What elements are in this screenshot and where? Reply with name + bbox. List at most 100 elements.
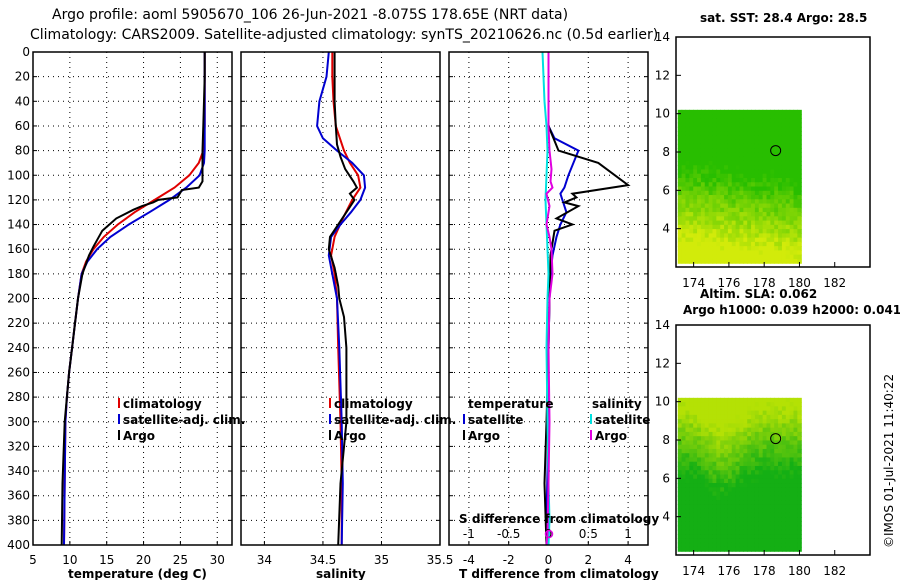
- heatmap-cell: [797, 453, 802, 459]
- heatmap-cell: [774, 402, 779, 407]
- heatmap-cell: [743, 402, 748, 407]
- heatmap-cell: [716, 546, 721, 552]
- heatmap-cell: [793, 224, 798, 230]
- heatmap-cell: [727, 237, 733, 243]
- heatmap-cell: [793, 529, 798, 535]
- heatmap-cell: [712, 118, 717, 124]
- heatmap-cell: [778, 500, 783, 505]
- heatmap-cell: [770, 216, 775, 222]
- heatmap-cell: [774, 440, 779, 446]
- heatmap-cell: [720, 427, 725, 433]
- heatmap-cell: [727, 143, 733, 149]
- heatmap-cell: [793, 246, 798, 251]
- heatmap-cell: [700, 491, 706, 497]
- heatmap-cell: [754, 478, 760, 484]
- heatmap-cell: [770, 529, 775, 535]
- heatmap-cell: [781, 444, 787, 450]
- heatmap-cell: [720, 517, 725, 522]
- heatmap-cell: [708, 220, 714, 226]
- heatmap-cell: [789, 546, 795, 552]
- heatmap-cell: [704, 224, 710, 230]
- heatmap-cell: [735, 250, 741, 256]
- heatmap-cell: [774, 135, 779, 141]
- heatmap-cell: [731, 190, 737, 196]
- heatmap-cell: [743, 156, 748, 162]
- heatmap-cell: [677, 122, 683, 128]
- heatmap-cell: [778, 241, 783, 247]
- heatmap-cell: [727, 126, 733, 132]
- heatmap-cell: [751, 143, 756, 149]
- heatmap-cell: [758, 131, 764, 136]
- heatmap-cell: [766, 114, 771, 119]
- heatmap-cell: [716, 190, 721, 196]
- heatmap-cell: [754, 483, 760, 488]
- heatmap-cell: [754, 250, 760, 256]
- heatmap-cell: [716, 478, 721, 484]
- heatmap-cell: [751, 508, 756, 514]
- heatmap-cell: [700, 448, 706, 454]
- heatmap-cell: [731, 431, 737, 437]
- heatmap-cell: [747, 436, 752, 442]
- heatmap-cell: [704, 195, 710, 200]
- heatmap-cell: [712, 478, 717, 484]
- heatmap-cell: [720, 126, 725, 132]
- heatmap-cell: [743, 508, 748, 514]
- heatmap-cell: [797, 423, 802, 429]
- heatmap-cell: [708, 410, 714, 416]
- heatmap-cell: [677, 529, 683, 535]
- heatmap-cell: [770, 118, 775, 124]
- heatmap-cell: [693, 139, 698, 145]
- heatmap-cell: [693, 122, 698, 128]
- heatmap-cell: [747, 182, 752, 188]
- heatmap-cell: [716, 491, 721, 497]
- heatmap-cell: [677, 470, 683, 476]
- heatmap-cell: [735, 512, 741, 518]
- heatmap-cell: [693, 410, 698, 416]
- heatmap-cell: [789, 508, 795, 514]
- heatmap-cell: [778, 220, 783, 226]
- heatmap-cell: [766, 229, 771, 234]
- heatmap-cell: [689, 448, 694, 454]
- heatmap-cell: [739, 440, 744, 446]
- heatmap-cell: [689, 182, 694, 188]
- heatmap-cell: [762, 448, 768, 454]
- heatmap-cell: [685, 233, 690, 239]
- heatmap-cell: [789, 207, 795, 213]
- heatmap-cell: [727, 177, 733, 183]
- heatmap-cell: [697, 186, 702, 192]
- heatmap-cell: [793, 431, 798, 437]
- heatmap-cell: [739, 525, 744, 531]
- heatmap-cell: [797, 216, 802, 222]
- heatmap-cell: [789, 190, 795, 196]
- heatmap-cell: [700, 250, 706, 256]
- heatmap-cell: [704, 517, 710, 522]
- heatmap-cell: [751, 546, 756, 552]
- heatmap-cell: [778, 397, 783, 403]
- heatmap-cell: [770, 224, 775, 230]
- heatmap-cell: [739, 495, 744, 501]
- heatmap-cell: [747, 542, 752, 548]
- heatmap-cell: [739, 182, 744, 188]
- heatmap-cell: [774, 453, 779, 459]
- heatmap-cell: [751, 538, 756, 544]
- heatmap-cell: [681, 118, 687, 124]
- heatmap-cell: [712, 470, 717, 476]
- heatmap-cell: [754, 521, 760, 527]
- heatmap-cell: [754, 229, 760, 234]
- heatmap-cell: [774, 212, 779, 217]
- heatmap-cell: [739, 410, 744, 416]
- heatmap-cell: [693, 250, 698, 256]
- heatmap-cell: [704, 190, 710, 196]
- heatmap-cell: [685, 414, 690, 420]
- heatmap-cell: [789, 534, 795, 539]
- heatmap-cell: [689, 517, 694, 522]
- heatmap-cell: [789, 254, 795, 260]
- heatmap-cell: [751, 402, 756, 407]
- heatmap-cell: [689, 169, 694, 175]
- heatmap-cell: [693, 427, 698, 433]
- heatmap-cell: [743, 521, 748, 527]
- heatmap-cell: [689, 173, 694, 179]
- heatmap-cell: [681, 212, 687, 217]
- heatmap-cell: [774, 246, 779, 251]
